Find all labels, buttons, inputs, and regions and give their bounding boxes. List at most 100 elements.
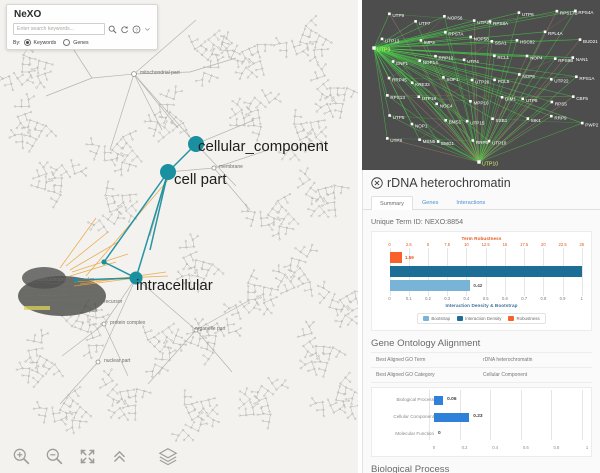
hierarchy-label-organelle-part[interactable]: organelle part — [195, 326, 226, 332]
network-node[interactable] — [414, 20, 417, 23]
search-input[interactable] — [13, 23, 105, 35]
zoom-out-icon[interactable] — [45, 447, 64, 466]
network-node-label[interactable]: NAN1 — [576, 57, 589, 62]
network-node-label[interactable]: RPS8A — [493, 21, 509, 26]
tab-genes[interactable]: Genes — [421, 200, 439, 206]
network-node[interactable] — [470, 78, 474, 82]
hierarchy-node-intracellular[interactable] — [129, 271, 143, 285]
network-node-label[interactable]: RCL1 — [497, 55, 509, 60]
radio-genes[interactable] — [63, 39, 71, 46]
network-node[interactable] — [387, 76, 391, 80]
chevron-down-icon[interactable] — [144, 26, 151, 33]
network-node[interactable] — [500, 95, 504, 99]
network-node-label[interactable]: BMS1 — [449, 120, 462, 125]
network-node[interactable] — [575, 75, 578, 79]
legend-item-robustness[interactable]: Robustness — [508, 316, 540, 321]
network-node[interactable] — [443, 15, 446, 18]
network-node-label[interactable]: RPS13 — [390, 95, 405, 100]
hierarchy-label-cell-part[interactable]: cell part — [174, 171, 227, 188]
network-node[interactable] — [391, 60, 395, 63]
network-node-label[interactable]: UTP18 — [422, 96, 437, 101]
network-node-label[interactable]: CBF5 — [576, 96, 588, 101]
hierarchy-node-cellular-component[interactable] — [188, 136, 204, 152]
network-node[interactable] — [550, 114, 553, 118]
network-node-label[interactable]: NOP14 — [423, 60, 439, 65]
network-node-label[interactable]: UTP4 — [467, 59, 479, 64]
network-node-label[interactable]: MPP10 — [473, 101, 489, 106]
network-node[interactable] — [419, 39, 423, 42]
network-node-label[interactable]: RPS4A — [578, 10, 594, 15]
network-node-label[interactable]: UTP21 — [477, 20, 492, 25]
network-node-label[interactable]: NOP1 — [415, 123, 428, 128]
network-node-label[interactable]: UTP5 — [393, 115, 405, 120]
network-node-label[interactable]: SOF1 — [446, 77, 458, 82]
network-node[interactable] — [380, 37, 384, 41]
network-node-label[interactable]: UTP7 — [419, 21, 431, 26]
network-node[interactable] — [410, 122, 414, 126]
network-node-label[interactable]: MSN5 — [423, 139, 436, 144]
network-node-label[interactable]: DIM1 — [505, 97, 516, 102]
network-node[interactable] — [555, 9, 559, 13]
hierarchy-label-intracellular-part[interactable]: intracellular part — [62, 308, 98, 314]
help-icon[interactable]: ? — [132, 25, 141, 34]
legend-item-bootstrap[interactable]: Bootstrap — [423, 316, 450, 321]
network-hub-node[interactable] — [477, 160, 481, 164]
graph-toolbar[interactable] — [0, 439, 358, 473]
network-node-label[interactable]: UTP8 — [390, 138, 402, 143]
network-node-label[interactable]: SSA1 — [495, 41, 507, 46]
hierarchy-graph[interactable] — [0, 0, 358, 473]
network-node[interactable] — [469, 35, 472, 39]
network-node-label[interactable]: UTP15 — [470, 121, 485, 126]
network-node[interactable] — [465, 119, 469, 123]
network-node-label[interactable]: BUD21 — [583, 39, 598, 44]
network-node-label[interactable]: RRP9 — [554, 116, 567, 121]
network-node[interactable] — [386, 94, 389, 97]
search-icon[interactable] — [108, 25, 117, 34]
network-node[interactable] — [444, 118, 448, 122]
network-node-label[interactable]: UTP22 — [554, 79, 569, 84]
network-node[interactable] — [385, 137, 389, 140]
network-node-label[interactable]: NOP4 — [530, 55, 543, 60]
tab-summary[interactable]: Summary — [371, 196, 413, 210]
hierarchy-label-intracellular[interactable]: intracellular — [136, 277, 213, 294]
layers-icon[interactable] — [158, 446, 178, 466]
network-node-label[interactable]: SIK1 — [531, 118, 541, 123]
network-node[interactable] — [487, 139, 491, 143]
hierarchy-label-nuclear-part[interactable]: nuclear part — [104, 358, 131, 364]
network-node-label[interactable]: UTP10 — [482, 161, 498, 167]
network-node[interactable] — [571, 56, 575, 59]
zoom-in-icon[interactable] — [12, 447, 31, 466]
network-node-label[interactable]: RPS1A — [579, 76, 595, 81]
network-node-label[interactable]: POL5 — [498, 79, 510, 84]
network-hub-node[interactable] — [372, 46, 376, 50]
network-node[interactable] — [472, 19, 476, 22]
network-node[interactable] — [550, 100, 554, 104]
network-node[interactable] — [517, 11, 521, 14]
network-node[interactable] — [434, 54, 437, 58]
network-node-label[interactable]: RRP12 — [439, 56, 454, 61]
network-node[interactable] — [578, 38, 582, 41]
hierarchy-label-ribonucleoprotein-complex[interactable]: ribonucleoprotein complex — [36, 277, 95, 283]
detail-tabs[interactable]: Summary Genes Interactions — [363, 195, 600, 210]
collapse-icon[interactable] — [111, 448, 128, 465]
network-node-label[interactable]: UTP9 — [392, 13, 404, 18]
network-node[interactable] — [435, 102, 438, 106]
network-node-label[interactable]: NOC4 — [440, 103, 453, 108]
network-node[interactable] — [543, 30, 547, 34]
radio-keywords-label[interactable]: Keywords — [33, 39, 57, 46]
network-node-label[interactable]: NOP56 — [447, 16, 463, 21]
network-node[interactable] — [493, 78, 496, 82]
network-node-label[interactable]: UTP10 — [492, 141, 507, 146]
network-node[interactable] — [436, 140, 440, 143]
interaction-network-panel[interactable]: UTP9 UTP7 NOP56 UTP21 RPS8A UTP6 RPS17B RPS4A UT… — [362, 0, 600, 170]
hierarchy-label-preribosome-precursor[interactable]: preribosome precursor — [72, 299, 123, 305]
hierarchy-label-ribosomal-subunit[interactable]: ribosomal subunit — [60, 289, 100, 295]
network-node[interactable] — [493, 54, 496, 58]
interaction-network-graph[interactable]: UTP9 UTP7 NOP56 UTP21 RPS8A UTP6 RPS17B RPS4A UT… — [362, 0, 600, 170]
network-node[interactable] — [444, 30, 447, 34]
network-node-label[interactable]: RPL4A — [548, 31, 563, 36]
term-detail-panel[interactable]: rDNA heterochromatin Summary Genes Inter… — [362, 170, 600, 473]
hierarchy-label-mitochondrial-part[interactable]: mitochondrial part — [140, 70, 180, 76]
network-node[interactable] — [574, 9, 577, 13]
radio-genes-label[interactable]: Genes — [73, 39, 89, 46]
